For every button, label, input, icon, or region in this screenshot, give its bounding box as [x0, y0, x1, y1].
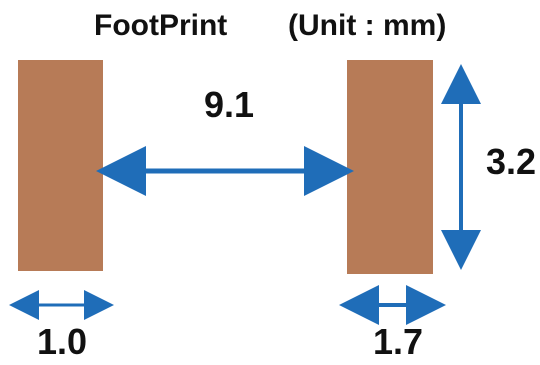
- gap-dimension-label: 9.1: [204, 84, 255, 125]
- left-pad-width-label: 1.0: [37, 321, 88, 362]
- diagram-title: FootPrint: [94, 9, 228, 42]
- right-pad: [347, 60, 433, 274]
- left-pad: [18, 60, 103, 271]
- unit-label: (Unit : mm): [288, 9, 447, 42]
- pad-height-label: 3.2: [486, 141, 537, 182]
- right-pad-width-label: 1.7: [373, 321, 424, 362]
